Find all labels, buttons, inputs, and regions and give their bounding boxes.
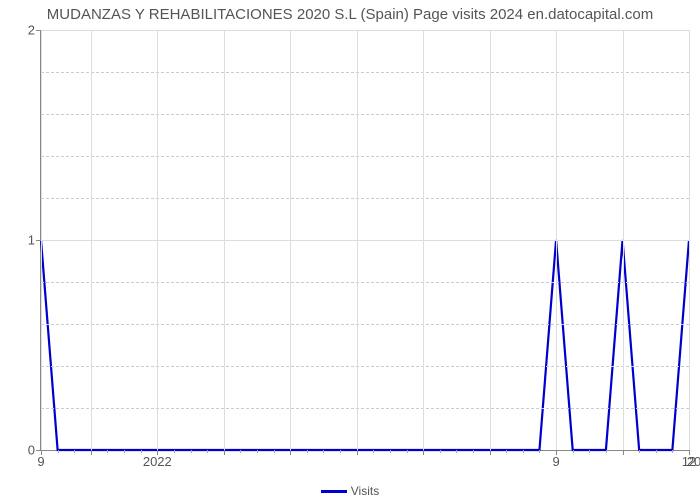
grid-line-h-minor — [41, 366, 689, 367]
x-tick-mark — [623, 450, 624, 455]
x-tick-mark — [290, 450, 291, 455]
x-minor-tick — [58, 450, 59, 453]
x-minor-tick — [573, 450, 574, 453]
x-minor-tick — [274, 450, 275, 453]
x-tick-mark — [357, 450, 358, 455]
y-tick-label: 2 — [28, 23, 35, 38]
x-minor-tick — [240, 450, 241, 453]
x-tick-label: 9 — [37, 454, 44, 469]
grid-line-h-minor — [41, 114, 689, 115]
grid-line-v — [157, 30, 158, 450]
grid-line-v — [290, 30, 291, 450]
x-minor-tick — [373, 450, 374, 453]
x-minor-tick — [207, 450, 208, 453]
x-tick-label: 9 — [552, 454, 559, 469]
x-minor-tick — [390, 450, 391, 453]
x-minor-tick — [606, 450, 607, 453]
grid-line-h-minor — [41, 282, 689, 283]
x-minor-tick — [639, 450, 640, 453]
x-tick-label: 2022 — [143, 454, 172, 469]
x-tick-label-edge: 202 — [687, 454, 700, 469]
x-minor-tick — [506, 450, 507, 453]
x-minor-tick — [74, 450, 75, 453]
x-minor-tick — [656, 450, 657, 453]
x-minor-tick — [539, 450, 540, 453]
chart-title: MUDANZAS Y REHABILITACIONES 2020 S.L (Sp… — [0, 6, 700, 23]
x-minor-tick — [174, 450, 175, 453]
grid-line-v — [224, 30, 225, 450]
x-minor-tick — [523, 450, 524, 453]
plot-area: 01292022912202 — [40, 30, 689, 451]
x-minor-tick — [107, 450, 108, 453]
x-tick-mark — [423, 450, 424, 455]
x-minor-tick — [407, 450, 408, 453]
y-tick-label: 0 — [28, 443, 35, 458]
grid-line-h-minor — [41, 156, 689, 157]
grid-line-h-minor — [41, 72, 689, 73]
legend-swatch — [321, 490, 347, 493]
y-tick-label: 1 — [28, 233, 35, 248]
x-minor-tick — [307, 450, 308, 453]
x-minor-tick — [340, 450, 341, 453]
grid-line-h — [41, 30, 689, 31]
x-minor-tick — [191, 450, 192, 453]
legend-label: Visits — [351, 484, 379, 498]
grid-line-h-minor — [41, 324, 689, 325]
x-minor-tick — [141, 450, 142, 453]
grid-line-v — [490, 30, 491, 450]
x-minor-tick — [672, 450, 673, 453]
x-minor-tick — [257, 450, 258, 453]
grid-line-v — [556, 30, 557, 450]
grid-line-v — [689, 30, 690, 450]
grid-line-v — [623, 30, 624, 450]
grid-line-h-minor — [41, 198, 689, 199]
x-tick-mark — [490, 450, 491, 455]
grid-line-v — [91, 30, 92, 450]
grid-line-v — [423, 30, 424, 450]
grid-line-v — [357, 30, 358, 450]
grid-line-h — [41, 240, 689, 241]
x-tick-mark — [224, 450, 225, 455]
x-minor-tick — [124, 450, 125, 453]
x-minor-tick — [473, 450, 474, 453]
grid-line-h-minor — [41, 408, 689, 409]
x-minor-tick — [456, 450, 457, 453]
x-minor-tick — [323, 450, 324, 453]
chart-container: MUDANZAS Y REHABILITACIONES 2020 S.L (Sp… — [0, 0, 700, 500]
legend: Visits — [0, 483, 700, 498]
grid-line-v — [41, 30, 42, 450]
x-minor-tick — [589, 450, 590, 453]
x-minor-tick — [440, 450, 441, 453]
x-tick-mark — [91, 450, 92, 455]
